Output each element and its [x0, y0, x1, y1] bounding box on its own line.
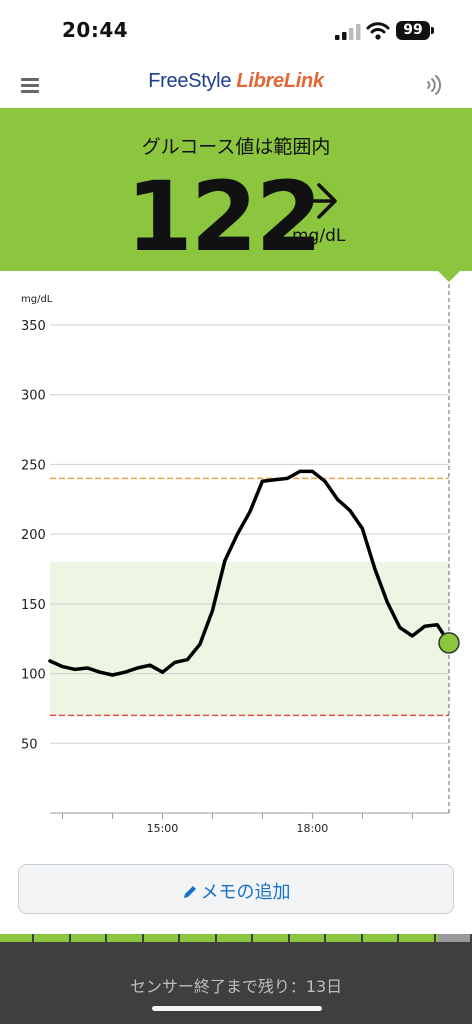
pencil-icon [183, 886, 196, 898]
battery-indicator: 99 [396, 21, 430, 40]
panel-pointer [438, 271, 460, 282]
add-memo-button[interactable]: メモの追加 [18, 864, 454, 914]
sensor-remaining-text: センサー終了まで残り：13日 [129, 977, 343, 996]
glucose-series-line [48, 469, 451, 677]
glucose-status-text: グルコース値は範囲内 [141, 136, 331, 158]
sensor-day-tick [360, 934, 363, 942]
sensor-day-tick [32, 934, 34, 942]
sensor-footer: センサー終了まで残り：13日 [0, 942, 472, 1024]
nfc-scan-icon[interactable] [424, 74, 444, 96]
y-tick-label: 150 [21, 598, 46, 613]
trend-arrow-right-icon [296, 183, 337, 219]
y-tick-label: 250 [21, 458, 46, 473]
sensor-life-remaining-segment [438, 934, 472, 942]
hamburger-menu-icon[interactable] [21, 78, 39, 93]
target-range-band [50, 562, 449, 716]
sensor-day-tick [251, 934, 253, 942]
add-memo-label: メモの追加 [200, 882, 291, 903]
sensor-day-tick [141, 934, 144, 942]
x-tick-label: 18:00 [297, 822, 329, 835]
sensor-day-tick [287, 934, 290, 942]
y-axis-unit-label: mg/dL [21, 294, 53, 305]
sensor-day-tick [214, 934, 217, 942]
sensor-day-tick [68, 934, 71, 942]
status-time: 20:44 [62, 18, 129, 42]
glucose-value: 122 [126, 161, 322, 273]
app-header: FreeStyle LibreLink [0, 64, 472, 108]
y-tick-label: 300 [21, 389, 46, 404]
sensor-day-tick [433, 934, 436, 942]
app-logo: FreeStyle LibreLink [148, 70, 324, 92]
sensor-day-tick [105, 934, 107, 942]
sensor-day-tick [178, 934, 180, 942]
wifi-icon [366, 22, 390, 40]
battery-tip [431, 27, 434, 34]
glucose-chart: 50 100 150 200 250 300 350 mg/dL 15:00 18:00 [21, 284, 460, 835]
y-tick-label: 50 [21, 737, 38, 752]
cellular-signal-icon [335, 24, 361, 40]
home-indicator [152, 1006, 322, 1011]
glucose-unit: mg/dL [292, 226, 346, 246]
sensor-day-tick [324, 934, 326, 942]
glucose-reading-panel: グルコース値は範囲内 122 mg/dL [0, 108, 472, 273]
current-reading-marker [438, 632, 460, 654]
x-tick-label: 15:00 [147, 822, 179, 835]
y-tick-label: 100 [21, 668, 46, 683]
sensor-day-tick [397, 934, 399, 942]
sensor-day-tick [470, 934, 472, 942]
sensor-life-bar [0, 934, 472, 942]
y-tick-label: 200 [21, 528, 46, 543]
y-tick-label: 350 [21, 319, 46, 334]
status-bar: 20:44 99 [0, 0, 472, 64]
